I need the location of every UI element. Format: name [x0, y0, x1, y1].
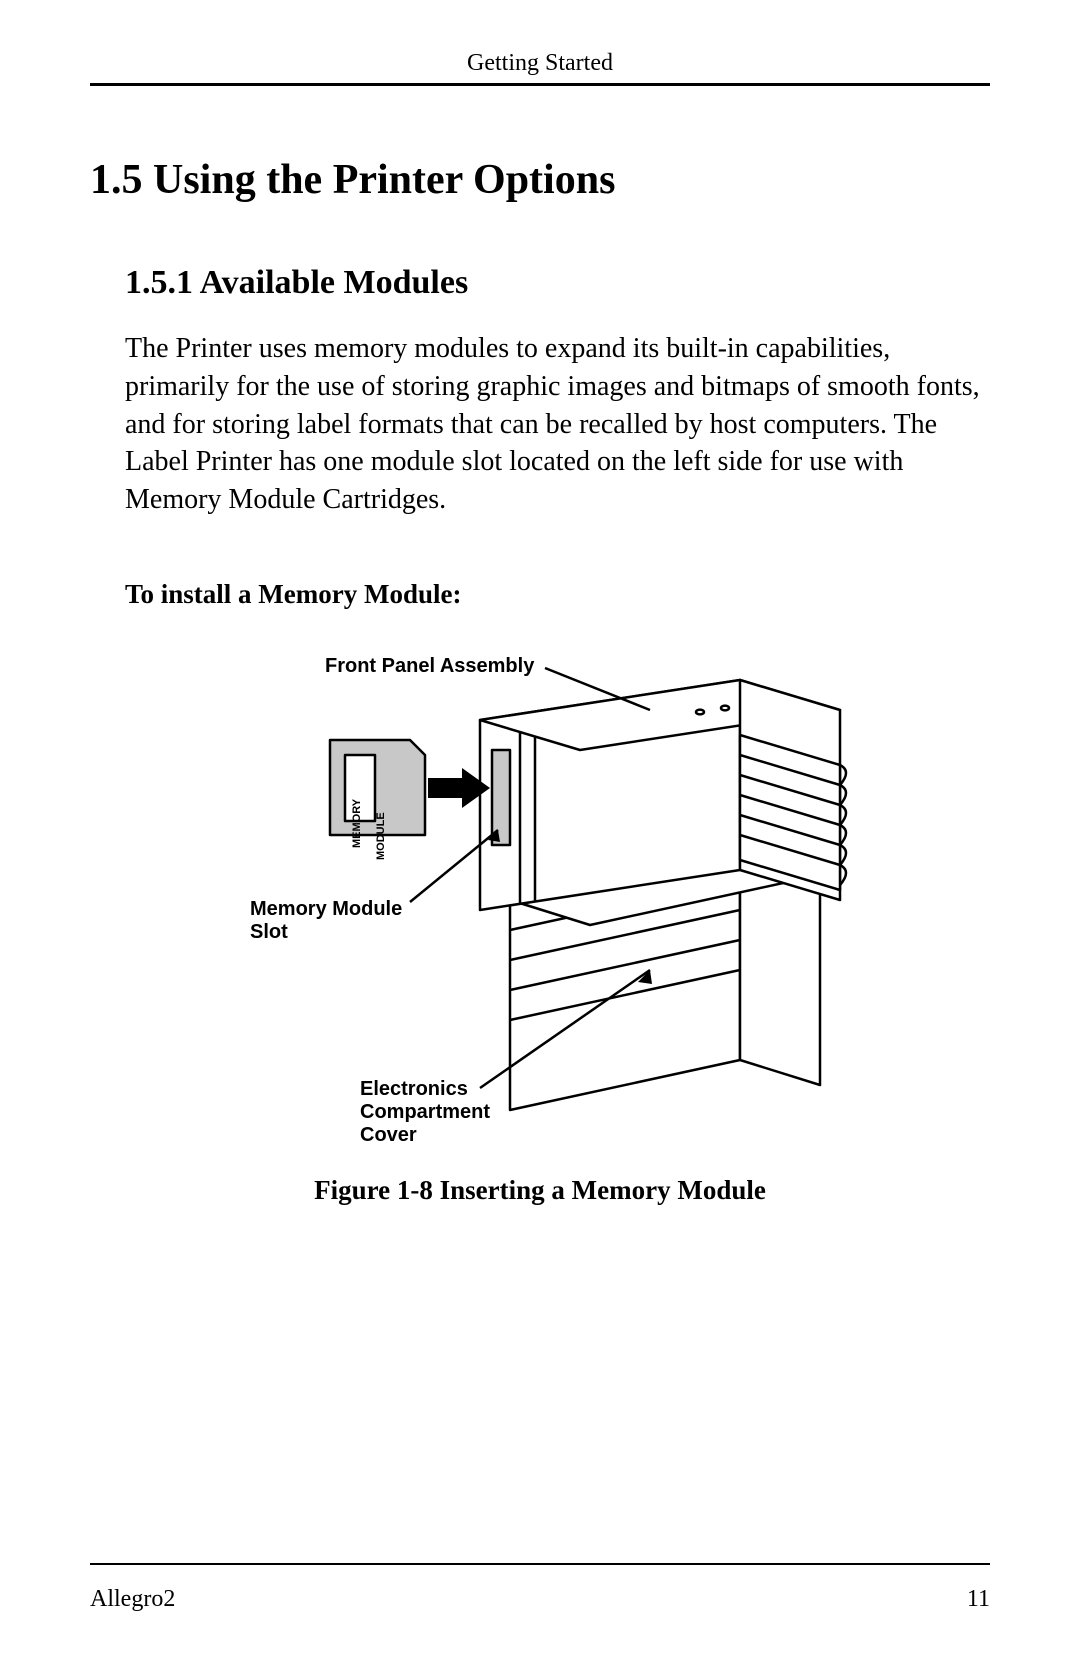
- running-head: Getting Started: [90, 50, 990, 77]
- footer-rule: [90, 1563, 990, 1565]
- printer-diagram: MEMORY MODULE Front Panel Assembly Memor…: [180, 640, 900, 1160]
- header-rule: [90, 83, 990, 86]
- label-electronics-2: Compartment: [360, 1101, 490, 1123]
- label-front-panel: Front Panel Assembly: [325, 655, 535, 677]
- subsection-title: 1.5.1 Available Modules: [125, 264, 990, 302]
- footer-page-number: 11: [967, 1586, 990, 1613]
- figure-caption: Figure 1-8 Inserting a Memory Module: [180, 1175, 900, 1206]
- cartridge-label-1: MEMORY: [351, 798, 363, 848]
- page-footer: Allegro2 11: [90, 1586, 990, 1613]
- label-electronics-1: Electronics: [360, 1078, 468, 1100]
- document-page: Getting Started 1.5 Using the Printer Op…: [0, 0, 1080, 1669]
- figure: MEMORY MODULE Front Panel Assembly Memor…: [180, 640, 900, 1206]
- footer-left: Allegro2: [90, 1586, 175, 1613]
- cartridge-label-2: MODULE: [375, 812, 387, 860]
- label-memory-slot-1: Memory Module: [250, 898, 402, 920]
- label-memory-slot-2: Slot: [250, 921, 288, 943]
- install-heading: To install a Memory Module:: [125, 579, 990, 610]
- label-electronics-3: Cover: [360, 1124, 417, 1146]
- body-paragraph: The Printer uses memory modules to expan…: [125, 330, 980, 519]
- section-title: 1.5 Using the Printer Options: [90, 156, 990, 204]
